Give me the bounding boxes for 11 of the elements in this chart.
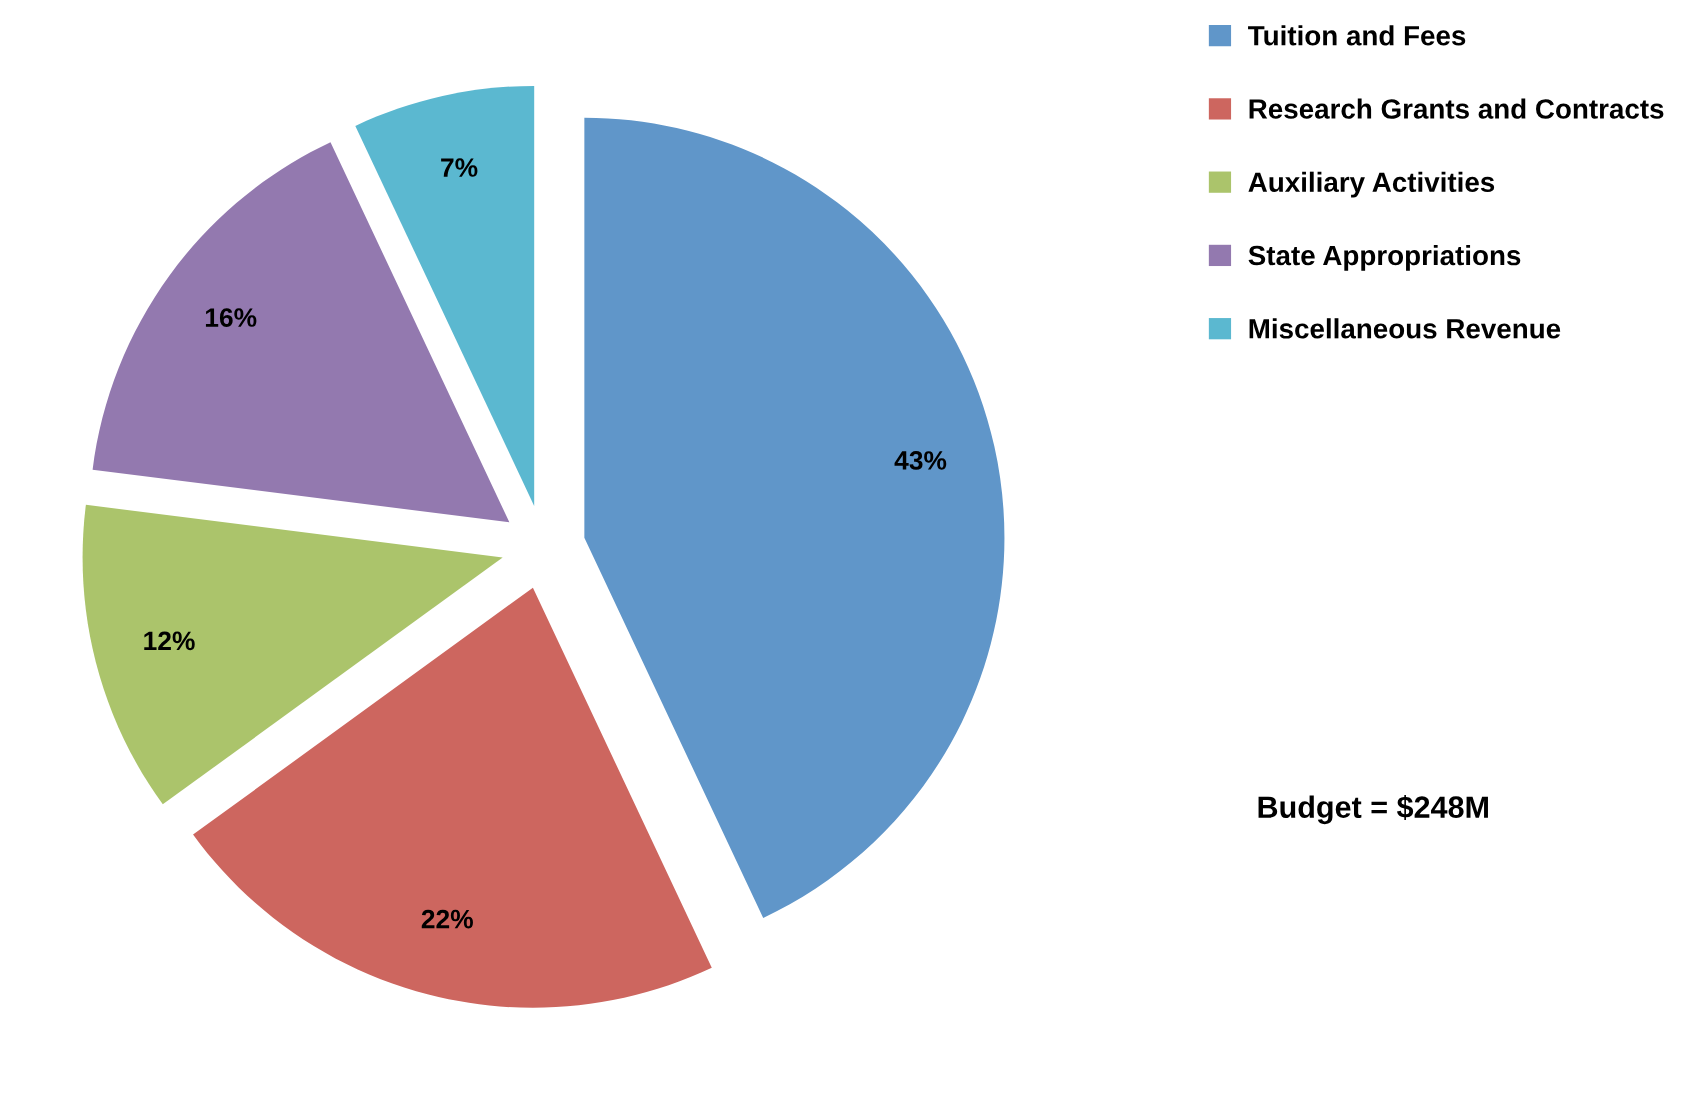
data-label: 43%: [894, 451, 947, 470]
legend-label: Research Grants and Contracts: [1249, 98, 1664, 119]
data-label: 16%: [205, 308, 257, 327]
data-label: 7%: [441, 158, 478, 177]
data-label: 22%: [421, 909, 473, 929]
legend-label: Tuition and Fees: [1248, 25, 1466, 46]
legend-label: Miscellaneous Revenue: [1249, 318, 1561, 339]
text: Budget = $248M: [1258, 794, 1488, 825]
legend-label: Auxiliary Activities: [1248, 171, 1495, 198]
data-label: 12%: [144, 631, 195, 651]
legend-label: State Appropriations: [1248, 244, 1521, 271]
